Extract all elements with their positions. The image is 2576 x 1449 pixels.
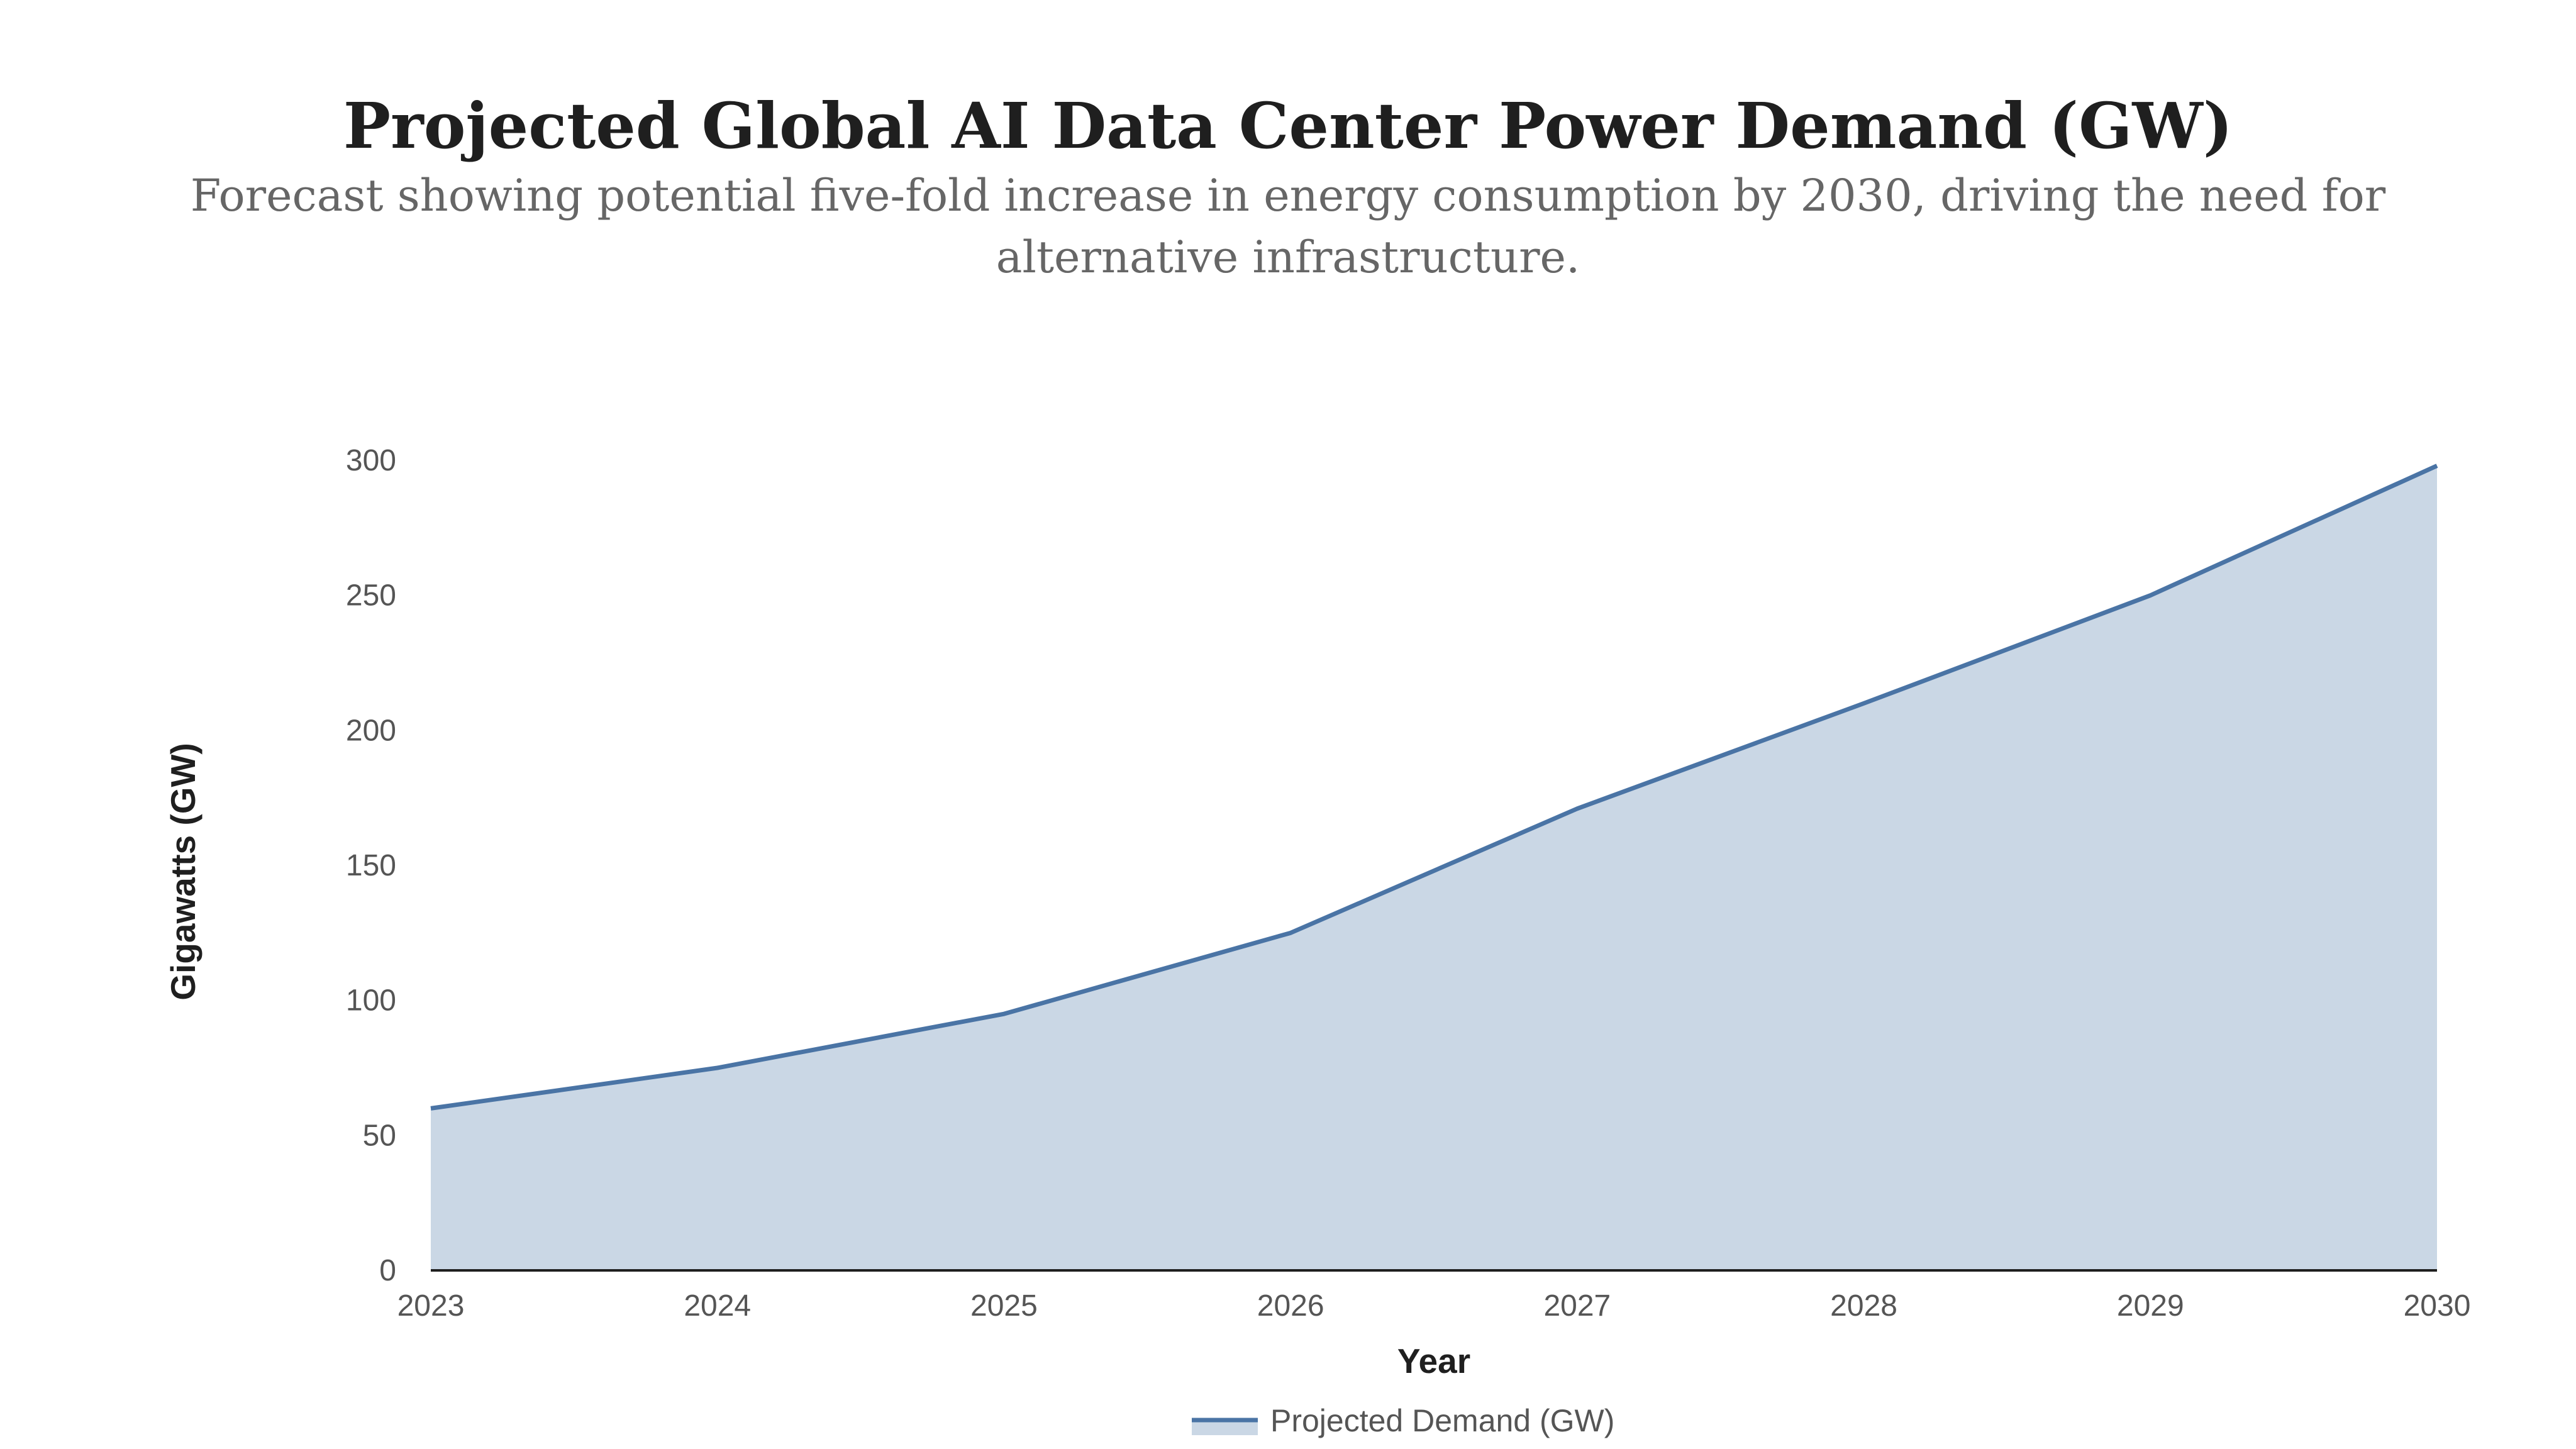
x-tick-label: 2024 — [684, 1289, 751, 1323]
y-tick-label: 200 — [346, 714, 396, 747]
area-fill — [431, 465, 2437, 1270]
y-tick-label: 50 — [363, 1119, 396, 1152]
chart-title: Projected Global AI Data Center Power De… — [343, 89, 2233, 163]
x-tick-label: 2026 — [1257, 1289, 1324, 1323]
x-tick-label: 2023 — [397, 1289, 465, 1323]
y-tick-label: 100 — [346, 984, 396, 1018]
y-tick-label: 150 — [346, 849, 396, 882]
x-tick-label: 2027 — [1543, 1289, 1611, 1323]
x-tick-labels: 2023 2024 2025 2026 2027 2028 2029 2030 — [397, 1289, 2471, 1323]
x-tick-label: 2025 — [970, 1289, 1038, 1323]
line-layer — [430, 464, 2438, 1111]
y-tick-label: 0 — [379, 1254, 396, 1287]
x-tick-label: 2030 — [2404, 1289, 2471, 1323]
y-axis-title: Gigawatts (GW) — [164, 743, 203, 1000]
area-layer — [431, 465, 2437, 1270]
x-axis-title: Year — [1397, 1341, 1470, 1380]
y-tick-labels: 0 50 100 150 200 250 300 — [346, 444, 396, 1287]
x-tick-label: 2028 — [1830, 1289, 1897, 1323]
x-tick-label: 2029 — [2117, 1289, 2184, 1323]
legend-label: Projected Demand (GW) — [1270, 1403, 1614, 1438]
y-tick-label: 300 — [346, 444, 396, 477]
legend-swatch-fill — [1192, 1420, 1258, 1435]
y-tick-label: 250 — [346, 579, 396, 613]
series-line — [430, 464, 2438, 1111]
legend: Projected Demand (GW) — [1192, 1403, 1614, 1438]
chart-subtitle: Forecast showing potential five-fold inc… — [190, 170, 2386, 283]
